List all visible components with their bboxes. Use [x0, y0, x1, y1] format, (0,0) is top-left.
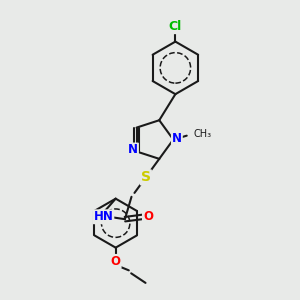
- Text: O: O: [111, 255, 121, 268]
- Text: S: S: [141, 170, 151, 184]
- Text: CH₃: CH₃: [193, 129, 212, 139]
- Text: HN: HN: [94, 210, 113, 223]
- Text: N: N: [172, 132, 182, 145]
- Text: Cl: Cl: [169, 20, 182, 33]
- Text: N: N: [128, 143, 138, 157]
- Text: O: O: [143, 210, 153, 223]
